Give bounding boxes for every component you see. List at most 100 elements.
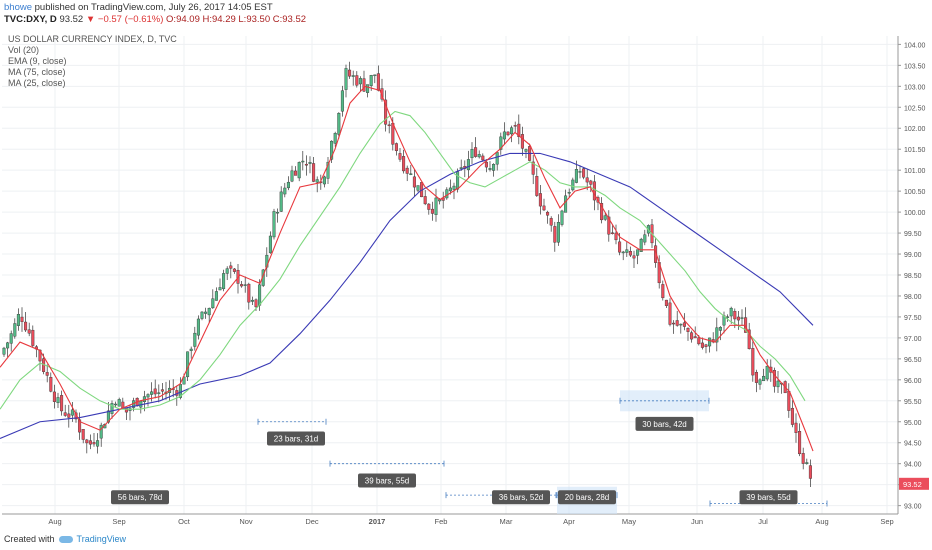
y-tick-label: 99.00: [904, 252, 922, 259]
price-change: −0.57 (−0.61%): [97, 14, 164, 25]
candle-body: [308, 162, 312, 164]
ma25-line: [0, 110, 806, 410]
candle-body: [254, 299, 258, 308]
candle-body: [427, 203, 431, 210]
x-tick-label: Oct: [178, 517, 191, 526]
candle-body: [632, 255, 636, 259]
created-with-text: Created with: [4, 534, 55, 544]
candle-body: [474, 147, 478, 157]
candle-body: [114, 403, 118, 406]
y-tick-label: 96.50: [904, 357, 922, 364]
candle-body: [78, 419, 82, 433]
candle-body: [182, 376, 186, 385]
candle-body: [798, 431, 802, 455]
candle-body: [337, 113, 341, 135]
x-tick-label: May: [622, 517, 636, 526]
candle-body: [70, 409, 74, 416]
candle-body: [312, 163, 316, 182]
candle-body: [664, 299, 668, 306]
candle-body: [726, 316, 730, 318]
y-tick-label: 101.00: [904, 168, 926, 175]
candle-body: [258, 284, 262, 306]
candle-body: [502, 131, 506, 140]
last-price: 93.52: [59, 14, 84, 25]
candle-body: [96, 440, 100, 447]
range-label: 30 bars, 42d: [642, 420, 686, 429]
candle-body: [535, 176, 539, 196]
candle-body: [513, 125, 517, 127]
candle-body: [567, 192, 571, 194]
ohlc-values: O:94.09 H:94.29 L:93.50 C:93.52: [166, 14, 307, 25]
candle-body: [693, 336, 697, 339]
candle-body: [448, 187, 452, 192]
candle-body: [85, 439, 89, 444]
candle-body: [492, 164, 496, 171]
candle-body: [250, 299, 254, 302]
down-arrow-icon: ▼: [85, 14, 96, 25]
legend-ma25[interactable]: MA (25, close): [8, 78, 66, 88]
candle-body: [578, 171, 582, 173]
candle-body: [499, 136, 503, 150]
candle-body: [531, 161, 535, 175]
candle-body: [808, 465, 812, 479]
legend-ma75[interactable]: MA (75, close): [8, 67, 66, 77]
tradingview-link[interactable]: TradingView: [76, 534, 127, 544]
candle-body: [690, 332, 694, 340]
candle-body: [63, 412, 67, 416]
y-tick-label: 100.00: [904, 210, 926, 217]
candle-body: [286, 181, 290, 189]
author-link[interactable]: bhowe: [4, 2, 32, 13]
candle-body: [45, 372, 49, 376]
range-label: 56 bars, 78d: [118, 493, 162, 502]
candle-body: [625, 249, 629, 253]
legend-vol[interactable]: Vol (20): [8, 45, 40, 55]
candle-body: [715, 327, 719, 343]
x-tick-label: Aug: [48, 517, 61, 526]
candle-body: [405, 167, 409, 174]
candle-body: [99, 424, 103, 439]
candle-body: [747, 329, 751, 350]
candle-body: [16, 314, 20, 326]
range-label: 36 bars, 52d: [499, 493, 543, 502]
candle-body: [232, 268, 236, 272]
last-price-label: 93.52: [903, 480, 922, 489]
candle-body: [708, 337, 712, 347]
candle-body: [9, 333, 13, 344]
candle-body: [204, 311, 208, 314]
candle-body: [322, 176, 326, 185]
x-tick-label: Feb: [435, 517, 448, 526]
y-tick-label: 94.50: [904, 441, 922, 448]
y-tick-label: 103.50: [904, 63, 926, 70]
candle-body: [758, 379, 762, 385]
candle-body: [524, 149, 528, 152]
candle-body: [304, 163, 308, 166]
price-chart[interactable]: 104.00 103.50 103.00 102.50 102.00 101.50 101.…: [0, 26, 932, 526]
candle-body: [240, 284, 244, 287]
candle-body: [675, 320, 679, 326]
y-tick-label: 98.50: [904, 273, 922, 280]
candle-body: [697, 337, 701, 345]
candle-body: [456, 171, 460, 190]
legend-ema[interactable]: EMA (9, close): [8, 56, 67, 66]
candle-body: [196, 318, 200, 336]
candle-body: [225, 268, 229, 274]
candle-body: [574, 169, 578, 183]
candle-body: [700, 342, 704, 348]
ema9-line: [0, 85, 814, 452]
y-tick-label: 101.50: [904, 147, 926, 154]
candle-body: [470, 149, 474, 159]
candle-body: [348, 69, 352, 77]
y-tick-label: 98.00: [904, 294, 922, 301]
candle-body: [211, 298, 215, 309]
candle-body: [52, 391, 56, 402]
y-tick-label: 97.50: [904, 315, 922, 322]
candle-body: [186, 351, 190, 378]
candle-body: [49, 376, 53, 392]
candle-body: [110, 403, 114, 414]
candle-body: [805, 462, 809, 465]
candle-body: [607, 216, 611, 235]
candle-body: [592, 181, 596, 201]
candle-body: [776, 380, 780, 388]
candle-body: [484, 161, 488, 168]
y-tick-label: 102.50: [904, 105, 926, 112]
